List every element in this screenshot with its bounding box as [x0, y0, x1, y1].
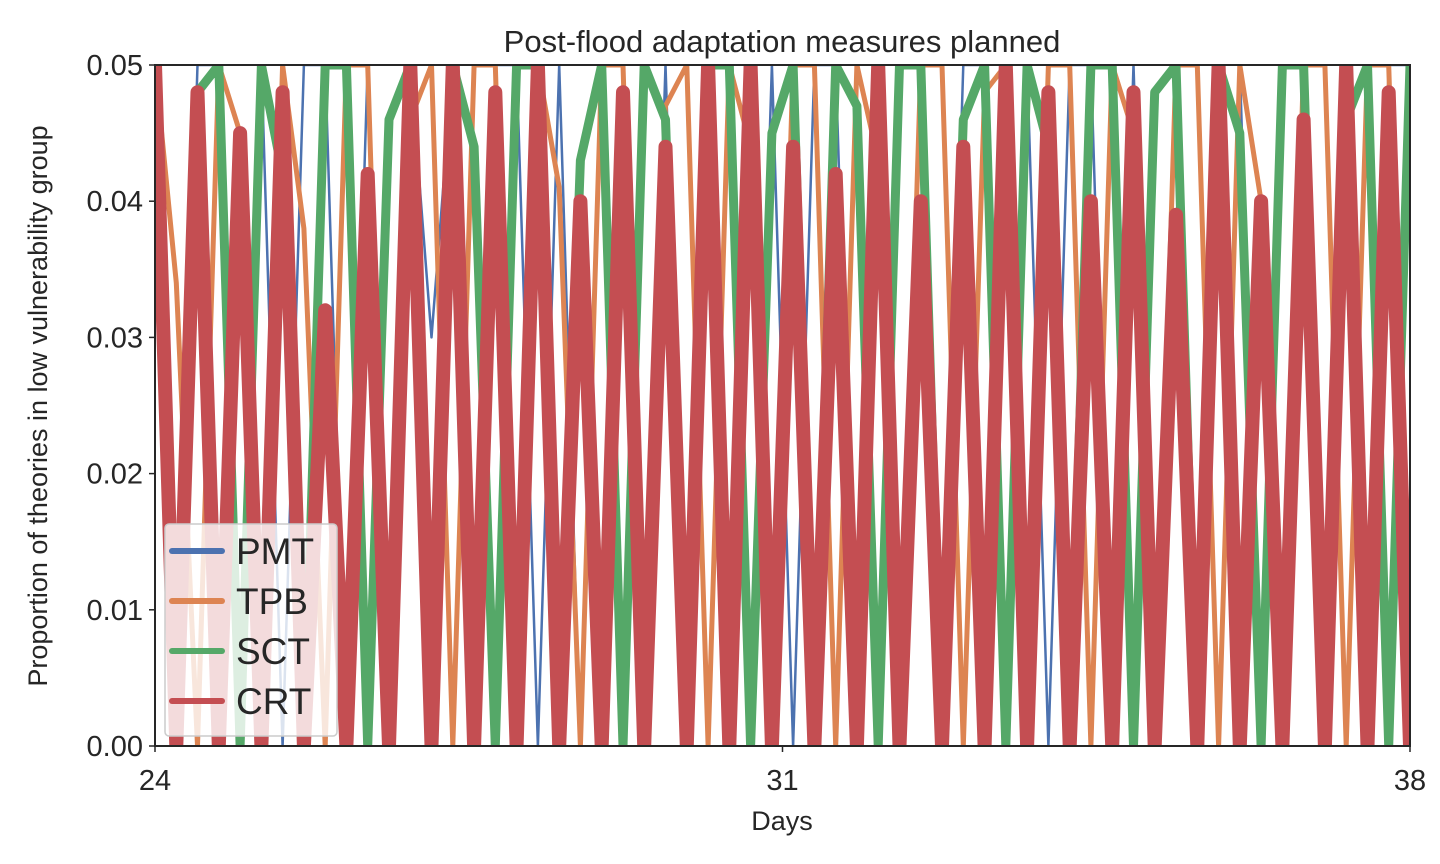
series-line-crt [155, 65, 1410, 746]
y-axis-label: Proportion of theories in low vulnerabil… [23, 125, 53, 686]
legend-frame [164, 523, 338, 737]
y-tick-label: 0.05 [87, 50, 143, 82]
legend-label-tpb: TPB [236, 581, 308, 622]
legend: PMT TPB SCT CRT [164, 523, 338, 737]
series-layer [155, 65, 1410, 746]
y-axis: 0.00 0.01 0.02 0.03 0.04 0.05 [87, 50, 155, 763]
x-tick-label: 31 [766, 765, 798, 797]
y-tick-label: 0.00 [87, 731, 143, 763]
x-axis: 24 31 38 [139, 746, 1426, 797]
chart-title: Post-flood adaptation measures planned [504, 24, 1061, 59]
x-tick-label: 24 [139, 765, 171, 797]
y-tick-label: 0.01 [87, 595, 143, 627]
x-tick-label: 38 [1394, 765, 1426, 797]
y-tick-label: 0.04 [87, 186, 143, 218]
legend-label-crt: CRT [236, 681, 311, 722]
y-tick-label: 0.02 [87, 459, 143, 491]
legend-label-pmt: PMT [236, 531, 314, 572]
y-tick-label: 0.03 [87, 322, 143, 354]
x-axis-label: Days [751, 806, 813, 836]
legend-label-sct: SCT [236, 631, 310, 672]
